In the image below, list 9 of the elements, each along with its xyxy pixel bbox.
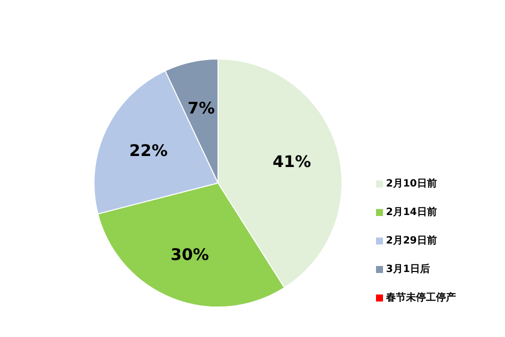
legend-label: 春节未停工停产: [385, 292, 456, 304]
legend-label: 3月1日后: [386, 263, 430, 275]
legend-label: 2月29日前: [386, 234, 437, 246]
data-label: 7%: [188, 98, 215, 118]
legend-label: 2月10日前: [386, 178, 437, 190]
data-label: 41%: [272, 152, 311, 172]
legend-label: 2月14日前: [386, 206, 437, 218]
data-label: 22%: [129, 140, 168, 160]
data-label: 30%: [170, 244, 209, 264]
